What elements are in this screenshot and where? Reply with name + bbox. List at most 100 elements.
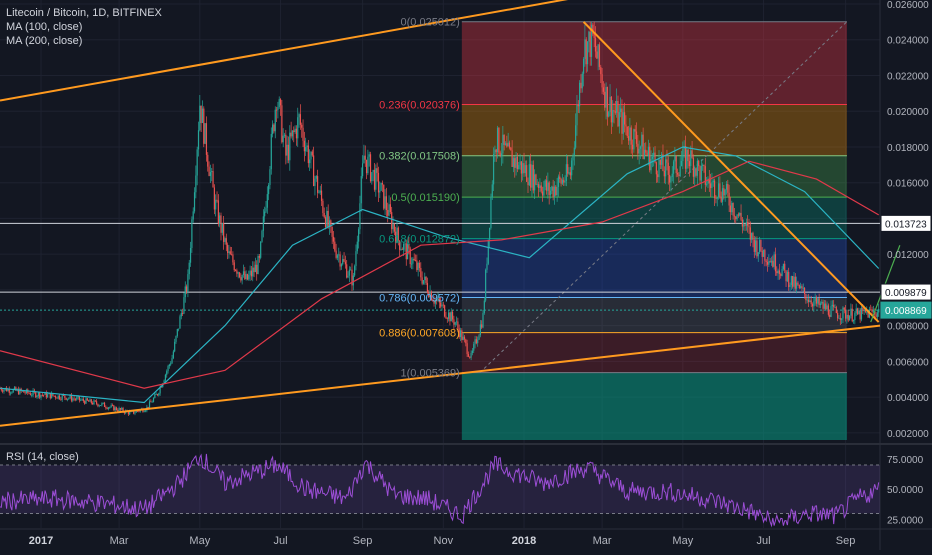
candle-body-244 <box>322 200 324 213</box>
candle-body-645 <box>852 320 855 322</box>
horizontal-lines[interactable] <box>0 222 880 311</box>
candle-body-449 <box>593 34 595 39</box>
time-axis-tick-1: Mar <box>110 535 129 547</box>
candle-body-567 <box>749 227 751 240</box>
candle-body-131 <box>172 351 174 359</box>
candle-body-270 <box>356 241 358 252</box>
candle-body-334 <box>441 304 443 307</box>
candle-body-593 <box>784 263 786 271</box>
candle-body-358 <box>473 344 475 351</box>
axes[interactable]: 0.026000 0.024000 0.022000 0.020000 0.018000… <box>29 0 932 547</box>
candle-body-9 <box>11 392 13 394</box>
candle-body-344 <box>454 322 456 325</box>
candle-body-419 <box>553 186 556 198</box>
candle-body-328 <box>433 301 435 304</box>
candle-body-409 <box>540 185 542 192</box>
candle-body-34 <box>44 392 46 395</box>
candle-body-539 <box>712 180 714 183</box>
candle-body-431 <box>569 172 571 176</box>
price-tag-box-2[interactable] <box>880 301 932 319</box>
candle-body-214 <box>282 135 284 143</box>
candle-body-509 <box>672 161 675 174</box>
fibonacci-retracement[interactable] <box>461 21 848 440</box>
candle-body-483 <box>638 148 640 154</box>
price-axis-tick-3: 0.020000 <box>887 107 929 118</box>
candle-body-76 <box>99 405 102 407</box>
candle-body-638 <box>843 307 845 310</box>
candle-body-50 <box>65 397 67 400</box>
candle-body-153 <box>201 108 204 123</box>
price-tag-box-0[interactable] <box>880 214 932 232</box>
candle-body-168 <box>221 223 223 233</box>
candle-body-249 <box>328 220 331 227</box>
candle-body-240 <box>316 176 319 193</box>
fib-zone-7 <box>461 372 847 440</box>
rsi-panel[interactable] <box>0 453 880 528</box>
trendline-0[interactable] <box>0 324 881 427</box>
candle-body-109 <box>143 411 145 413</box>
candle-body-48 <box>62 395 65 396</box>
candle-body-45 <box>58 395 61 399</box>
candle-body-54 <box>70 395 73 401</box>
candle-body-446 <box>589 31 591 57</box>
symbol-title[interactable]: Litecoin / Bitcoin, 1D, BITFINEX <box>6 7 162 19</box>
candle-body-564 <box>745 222 747 226</box>
candle-body-274 <box>361 163 364 177</box>
candle-body-410 <box>541 191 544 196</box>
candle-body-421 <box>556 186 558 196</box>
candle-body-208 <box>274 109 276 132</box>
candle-body-157 <box>207 154 209 167</box>
candle-body-316 <box>417 262 419 270</box>
ma100-legend[interactable]: MA (100, close) <box>6 21 83 33</box>
candle-body-173 <box>228 251 230 253</box>
price-tag-box-1[interactable] <box>880 283 932 301</box>
candle-body-86 <box>113 405 115 411</box>
candle-body-284 <box>375 168 377 190</box>
candle-body-15 <box>19 388 21 395</box>
candle-body-367 <box>485 269 487 301</box>
candle-body-618 <box>817 298 819 304</box>
trendline-2[interactable] <box>582 21 880 323</box>
candle-body-555 <box>733 215 736 217</box>
candle-body-130 <box>171 358 173 364</box>
candle-body-1 <box>0 388 2 391</box>
candle-body-98 <box>129 411 131 415</box>
candle-body-465 <box>614 111 616 113</box>
candle-body-640 <box>846 314 848 319</box>
candle-body-19 <box>24 392 26 394</box>
candle-body-432 <box>571 160 573 176</box>
candle-body-134 <box>176 329 178 336</box>
candle-body-330 <box>436 300 438 301</box>
candle-body-625 <box>826 305 828 310</box>
candle-body-166 <box>219 215 221 224</box>
candle-body-329 <box>434 300 436 304</box>
candle-body-288 <box>380 182 382 191</box>
candle-body-549 <box>725 183 728 190</box>
candle-body-566 <box>748 225 750 228</box>
candle-body-389 <box>514 158 516 168</box>
candle-body-407 <box>537 184 540 188</box>
candle-body-346 <box>457 321 459 329</box>
candle-body-127 <box>167 365 169 372</box>
candle-body-600 <box>793 276 795 287</box>
candle-body-29 <box>37 392 39 397</box>
candle-body-142 <box>187 274 189 292</box>
price-axis-tick-11: 0.004000 <box>887 393 929 404</box>
candle-body-491 <box>649 146 651 171</box>
rsi-title[interactable]: RSI (14, close) <box>6 451 79 463</box>
candle-body-225 <box>297 117 299 139</box>
candle-body-337 <box>445 316 447 319</box>
candle-body-652 <box>862 307 864 312</box>
candle-body-2 <box>2 390 4 392</box>
candle-body-317 <box>418 262 421 268</box>
candle-body-474 <box>626 126 628 137</box>
price-tag-label-1: 0.009879 <box>885 288 927 299</box>
candle-body-53 <box>69 395 71 399</box>
trendline-1[interactable] <box>0 0 880 102</box>
candle-body-251 <box>331 226 333 237</box>
candle-body-216 <box>285 134 287 156</box>
candle-body-33 <box>43 394 45 396</box>
ma200-legend[interactable]: MA (200, close) <box>6 35 83 47</box>
